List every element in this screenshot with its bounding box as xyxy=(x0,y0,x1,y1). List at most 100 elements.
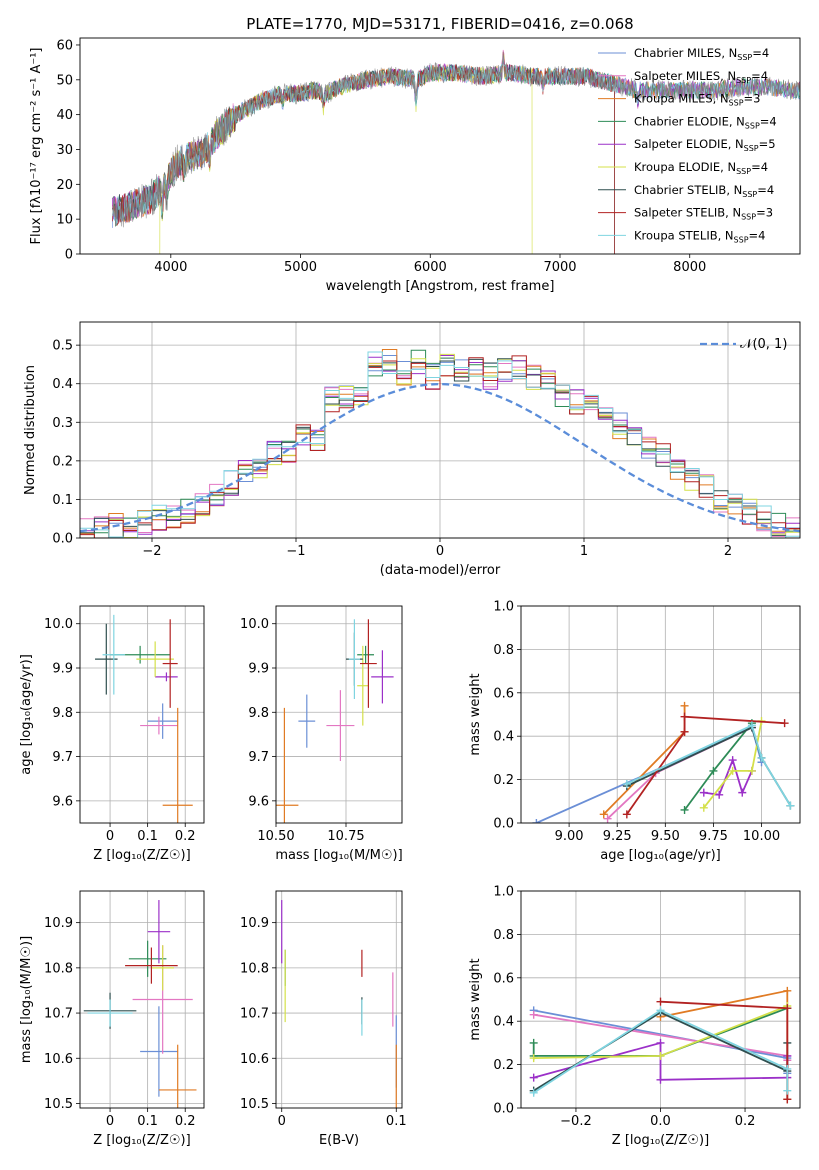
age_weight-frame xyxy=(520,605,801,824)
z_weight-xtick-label-1: 0.0 xyxy=(650,1114,671,1129)
mass_age-errorbar-salpeter-stelib xyxy=(360,619,377,708)
residuals-xlabel: (data-model)/error xyxy=(380,563,501,578)
age_weight-xtick-label-0: 9.00 xyxy=(555,829,584,844)
age_weight-marker-2-2 xyxy=(680,701,689,710)
legend-label-kroupa-miles: Kroupa MILES, NSSP=3 xyxy=(634,92,760,108)
histogram-kroupa-stelib xyxy=(80,351,800,538)
residuals-ytick-label-3: 0.3 xyxy=(52,416,73,431)
residuals-xtick-label-1: −1 xyxy=(286,544,305,559)
legend-label-salpeter-elodie: Salpeter ELODIE, NSSP=5 xyxy=(634,137,776,153)
z_weight-xtick-label-2: 0.2 xyxy=(735,1114,756,1129)
z_mass-errorbar-chabrier-elodie xyxy=(128,940,167,977)
z_age-xlabel: Z [log₁₀(Z/Z☉)] xyxy=(93,848,190,863)
z_mass-xlabel: Z [log₁₀(Z/Z☉)] xyxy=(93,1133,190,1148)
z_mass-errorbar-kroupa-miles xyxy=(158,1044,197,1108)
residuals-ylabel: Normed distribution xyxy=(23,365,38,495)
z_age-ytick-label-4: 10.0 xyxy=(44,617,73,632)
z_weight-ytick-label-1: 0.2 xyxy=(493,1058,514,1073)
z_mass-xtick-label-0: 0 xyxy=(106,1114,114,1129)
z_weight-xlabel: Z [log₁₀(Z/Z☉)] xyxy=(612,1133,709,1148)
z_mass-ylabel: mass [log₁₀(M/M☉)] xyxy=(19,936,34,1063)
z_age-ytick-label-0: 9.6 xyxy=(52,794,73,809)
mass_age-errorbar-chabrier-miles xyxy=(298,694,316,748)
z_weight-ytick-label-0: 0.0 xyxy=(493,1102,514,1117)
mass_age-panel: 10.50 10.75 9.6 9.7 9.8 9.9 10.0 mass [log₁₀(M/… xyxy=(240,605,403,863)
mass_age-ytick-label-2: 9.8 xyxy=(248,706,269,721)
z_mass-errorbar-kroupa-stelib xyxy=(87,999,133,1027)
age_weight-xtick-label-1: 9.25 xyxy=(603,829,632,844)
z_age-errorbar-kroupa-stelib xyxy=(102,614,126,695)
z_weight-line-salpeter-elodie xyxy=(533,1041,789,1081)
age_weight-marker-5-1 xyxy=(728,766,737,775)
z_mass-ytick-label-0: 10.5 xyxy=(44,1097,73,1112)
z_weight-line-chabrier-elodie xyxy=(532,1007,788,1057)
z_mass-xtick-label-1: 0.1 xyxy=(137,1114,158,1129)
spectrum-xtick-label-3: 7000 xyxy=(543,260,576,275)
mass_age-ytick-label-3: 9.9 xyxy=(248,662,269,677)
z_weight-ytick-label-4: 0.8 xyxy=(493,928,514,943)
age_weight-panel: 9.00 9.25 9.50 9.75 10.00 0.0 0.2 0.4 0.6 0.8 1.0 a… xyxy=(468,600,801,863)
age_weight-ylabel: mass weight xyxy=(468,673,483,755)
ebv_mass-ytick-label-0: 10.5 xyxy=(240,1097,269,1112)
spectrum-ytick-label-5: 50 xyxy=(56,73,73,88)
ebv_mass-ytick-label-3: 10.8 xyxy=(240,961,269,976)
legend-label-kroupa-stelib: Kroupa STELIB, NSSP=4 xyxy=(634,228,765,244)
mass_age-plot-area xyxy=(276,619,394,823)
age_weight-marker-8-0 xyxy=(622,779,631,788)
z_weight-line-salpeter-stelib xyxy=(660,1000,789,1100)
residuals-ytick-label-1: 0.1 xyxy=(52,493,73,508)
age_weight-marker-4-2 xyxy=(728,756,737,765)
z_weight-marker-7-0 xyxy=(656,997,665,1006)
age_weight-marker-3-1 xyxy=(709,766,718,775)
age_weight-marker-2-0 xyxy=(599,810,608,819)
z_weight-marker-2-1 xyxy=(783,986,792,995)
z_weight-marker-4-2 xyxy=(656,1075,665,1084)
gaussian-curve xyxy=(80,382,800,533)
spectrum-ytick-label-2: 20 xyxy=(56,178,73,193)
age_weight-marker-4-0 xyxy=(699,788,708,797)
spectrum-xlabel: wavelength [Angstrom, rest frame] xyxy=(326,279,555,294)
age_weight-marker-7-0 xyxy=(622,810,631,819)
z_age-xtick-label-2: 0.2 xyxy=(175,829,196,844)
mass_age-ytick-label-1: 9.7 xyxy=(248,750,269,765)
residuals-xtick-label-0: −2 xyxy=(142,544,161,559)
z_age-ytick-label-2: 9.8 xyxy=(52,706,73,721)
z_age-ytick-label-1: 9.7 xyxy=(52,750,73,765)
z_weight-xtick-label-0: −0.2 xyxy=(560,1114,592,1129)
z_age-errorbar-salpeter-miles xyxy=(140,716,178,735)
age_weight-marker-1-0 xyxy=(603,814,612,823)
z_mass-plot-area xyxy=(83,900,197,1108)
spectrum-ytick-label-4: 40 xyxy=(56,108,73,123)
age_weight-ytick-label-4: 0.8 xyxy=(493,643,514,658)
z_mass-ytick-label-2: 10.7 xyxy=(44,1007,73,1022)
z_age-errorbar-salpeter-elodie xyxy=(155,672,178,682)
spectrum-panel: 4000 5000 6000 7000 8000 0 10 20 30 40 50 60 wavelen… xyxy=(29,37,801,294)
ebv_mass-xtick-label-1: 0.1 xyxy=(386,1114,407,1129)
z_weight-plot-area xyxy=(529,986,792,1104)
z_weight-ytick-label-2: 0.4 xyxy=(493,1015,514,1030)
z_weight-marker-5-1 xyxy=(656,1051,665,1060)
age_weight-marker-4-1 xyxy=(715,790,724,799)
residuals-panel: −2 −1 0 1 2 0.0 0.1 0.2 0.3 0.4 0.5 (data-model)/er… xyxy=(23,321,801,578)
spectrum-frame xyxy=(79,37,801,255)
z_mass-errorbar-salpeter-elodie xyxy=(147,900,171,964)
age_weight-xlabel: age [log₁₀(age/yr)] xyxy=(600,848,721,863)
mass_age-errorbar-kroupa-miles xyxy=(276,707,299,823)
ebv_mass-frame xyxy=(275,890,403,1109)
z_weight-line-kroupa-stelib xyxy=(533,1009,789,1094)
ebv_mass-panel: 0 0.1 10.5 10.6 10.7 10.8 10.9 E(B-V) xyxy=(240,890,407,1148)
age_weight-xtick-label-3: 9.75 xyxy=(699,829,728,844)
spectrum-xtick-label-0: 4000 xyxy=(154,260,187,275)
spectrum-ylabel: Flux [fλ10⁻¹⁷ erg cm⁻² s⁻¹ A⁻¹] xyxy=(29,48,44,245)
z_mass-frame xyxy=(79,890,205,1109)
mass_age-frame xyxy=(275,605,403,824)
z_age-frame xyxy=(79,605,205,824)
ebv_mass-ytick-label-2: 10.7 xyxy=(240,1007,269,1022)
z_weight-marker-7-1 xyxy=(783,1004,792,1013)
z_weight-ylabel: mass weight xyxy=(468,958,483,1040)
age_weight-marker-5-2 xyxy=(747,766,756,775)
age_weight-xtick-label-4: 10.00 xyxy=(743,829,780,844)
z_weight-marker-7-2 xyxy=(783,1095,792,1104)
z_mass-errorbar-chabrier-miles xyxy=(140,1006,178,1097)
ebv_mass-ytick-label-1: 10.6 xyxy=(240,1052,269,1067)
